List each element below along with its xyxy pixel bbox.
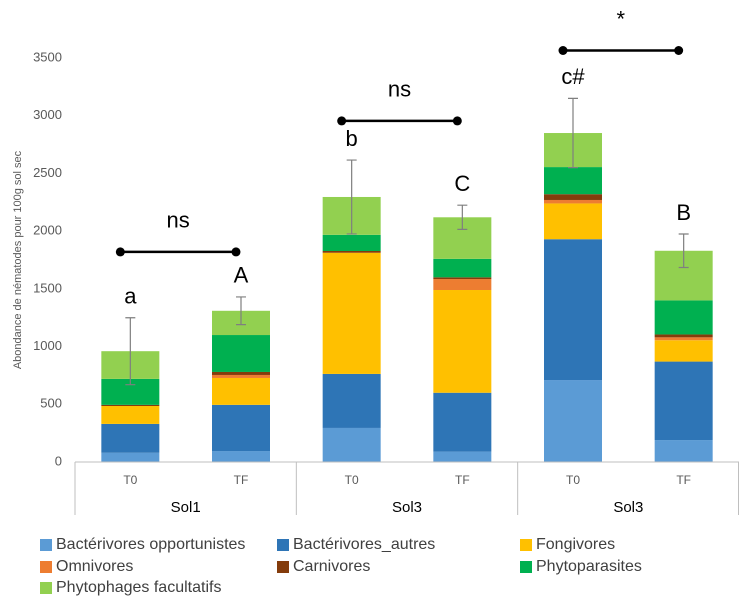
legend-label: Carnivores xyxy=(293,558,370,575)
y-tick-label: 3500 xyxy=(33,49,62,64)
legend-swatch xyxy=(277,561,289,573)
bar-segment xyxy=(322,373,381,428)
legend-label: Fongivores xyxy=(536,536,615,553)
bar-segment xyxy=(544,167,602,195)
bar-segment xyxy=(212,451,270,462)
bar-segment xyxy=(101,423,160,453)
significance-end xyxy=(558,45,568,55)
legend-swatch xyxy=(40,582,52,594)
error-bar xyxy=(236,296,246,326)
y-tick-label: 2000 xyxy=(33,223,62,238)
bar-segment xyxy=(544,203,602,240)
x-tick-label: TF xyxy=(234,473,249,487)
bar-segment xyxy=(433,258,492,278)
bar-segment xyxy=(654,337,713,341)
error-bar xyxy=(568,97,578,169)
bar-segment xyxy=(101,452,160,462)
x-tick-label: TF xyxy=(676,473,691,487)
significance-end xyxy=(115,247,125,257)
y-tick-label: 0 xyxy=(55,453,62,468)
bar-segment xyxy=(322,427,381,462)
y-tick-label: 2500 xyxy=(33,165,62,180)
significance-label: ns xyxy=(167,208,190,233)
bar-label: a xyxy=(124,284,137,309)
bar-segment xyxy=(101,404,160,407)
significance-end xyxy=(452,116,462,126)
legend-label: Bactérivores opportunistes xyxy=(56,536,245,553)
group-label: Sol1 xyxy=(171,499,201,516)
legend-swatch xyxy=(40,539,52,551)
legend-swatch xyxy=(40,561,52,573)
error-bar xyxy=(125,317,136,386)
significance-label: ns xyxy=(388,77,411,102)
bar-label: b xyxy=(346,126,358,151)
legend-label: Phytoparasites xyxy=(536,558,642,575)
bar-segment xyxy=(322,234,381,251)
bar-label: A xyxy=(234,263,249,288)
bar-segment xyxy=(433,277,492,280)
bar-label: B xyxy=(676,200,691,225)
group-label: Sol3 xyxy=(392,499,422,516)
bar-segment xyxy=(544,194,602,200)
bar-segment xyxy=(322,250,381,253)
bar-segment xyxy=(101,406,160,424)
x-tick-label: TF xyxy=(455,473,470,487)
error-bar xyxy=(346,159,357,235)
bar-label: C xyxy=(454,171,470,196)
bar-segment xyxy=(433,279,492,291)
significance-end xyxy=(337,116,347,126)
legend-swatch xyxy=(520,561,532,573)
error-bar xyxy=(457,204,468,231)
y-tick-label: 500 xyxy=(40,396,62,411)
significance-label: * xyxy=(617,6,626,31)
bar-segment xyxy=(322,252,381,374)
group-label: Sol3 xyxy=(613,499,643,516)
bar-segment xyxy=(654,340,713,362)
y-tick-label: 1000 xyxy=(33,338,62,353)
y-tick-label: 1500 xyxy=(33,280,62,295)
significance-end xyxy=(674,45,684,55)
bar-segment xyxy=(212,374,270,378)
bar-segment xyxy=(654,440,713,462)
error-bar xyxy=(678,233,689,269)
legend-label: Phytophages facultatifs xyxy=(56,579,221,596)
x-tick-label: T0 xyxy=(566,473,580,487)
bar-label: c# xyxy=(561,64,585,89)
bar-segment xyxy=(433,392,492,452)
significance-end xyxy=(231,247,241,257)
bar-segment xyxy=(544,239,602,381)
bar-segment xyxy=(212,335,270,372)
legend-label: Bactérivores_autres xyxy=(293,536,435,553)
bar-segment xyxy=(654,334,713,338)
x-tick-label: T0 xyxy=(345,473,359,487)
bar-segment xyxy=(433,290,492,393)
legend-swatch xyxy=(520,539,532,551)
bar-segment xyxy=(654,300,713,335)
bar-segment xyxy=(433,451,492,462)
bar-segment xyxy=(544,380,602,462)
bar-segment xyxy=(212,371,270,375)
x-tick-label: T0 xyxy=(123,473,137,487)
bar-segment xyxy=(212,404,270,452)
bar-segment xyxy=(212,377,270,405)
y-tick-label: 3000 xyxy=(33,107,62,122)
legend-swatch xyxy=(277,539,289,551)
bar-segment xyxy=(654,361,713,441)
bar-segment xyxy=(544,199,602,204)
y-axis-label: Abondance de nématodes pour 100g sol sec xyxy=(12,150,24,369)
legend-label: Omnivores xyxy=(56,558,133,575)
